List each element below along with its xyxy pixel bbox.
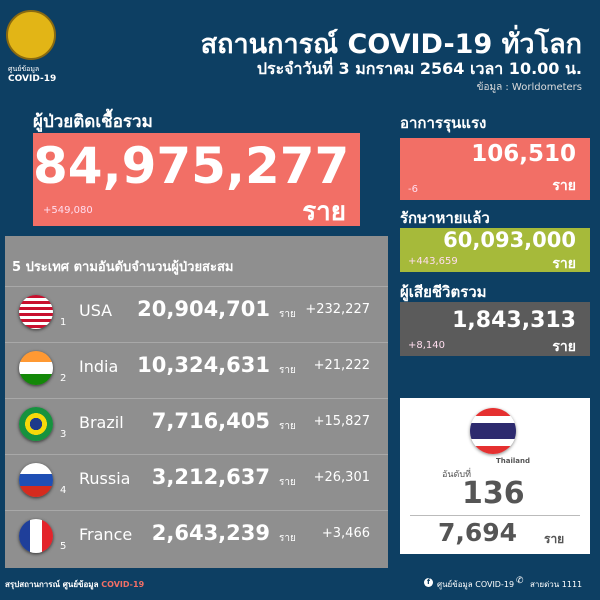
recovered-card: 60,093,000 +443,659 ราย xyxy=(400,228,590,272)
country-rank: 3 xyxy=(60,429,67,440)
country-unit: ราย xyxy=(279,365,296,376)
country-cases: 10,324,631 xyxy=(137,353,270,377)
divider xyxy=(410,515,580,516)
country-row: 4 Russia 3,212,637 ราย +26,301 xyxy=(5,454,388,506)
hotline: สายด่วน 1111 xyxy=(530,580,583,589)
page-title: สถานการณ์ COVID-19 ทั่วโลก xyxy=(200,29,582,60)
severe-unit: ราย xyxy=(552,178,576,194)
country-row: 3 Brazil 7,716,405 ราย +15,827 xyxy=(5,398,388,450)
recovered-delta: +443,659 xyxy=(408,256,458,267)
total-cases-card: 84,975,277 +549,080 ราย xyxy=(33,133,360,227)
country-row: 2 India 10,324,631 ราย +21,222 xyxy=(5,342,388,394)
total-unit: ราย xyxy=(302,197,346,227)
severe-label: อาการรุนแรง xyxy=(400,114,487,132)
country-row: 5 France 2,643,239 ราย +3,466 xyxy=(5,510,388,562)
footer-summary: สรุปสถานการณ์ ศูนย์ข้อมูล COVID-19 xyxy=(5,578,144,591)
thailand-unit: ราย xyxy=(544,532,565,546)
deaths-delta: +8,140 xyxy=(408,340,446,351)
thailand-flag-icon xyxy=(470,408,516,454)
country-unit: ราย xyxy=(279,309,296,320)
country-cases: 20,904,701 xyxy=(137,297,270,321)
total-label: ผู้ป่วยติดเชื้อรวม xyxy=(33,112,153,132)
country-name: USA xyxy=(79,301,113,320)
government-seal-logo xyxy=(6,10,56,60)
footer-highlight: COVID-19 xyxy=(101,580,145,589)
phone-icon: ✆ xyxy=(516,576,524,586)
brazil-flag-icon xyxy=(19,407,53,441)
france-flag-icon xyxy=(19,519,53,553)
country-delta: +232,227 xyxy=(305,302,370,317)
country-row: 1 USA 20,904,701 ราย +232,227 xyxy=(5,286,388,338)
country-unit: ราย xyxy=(279,421,296,432)
india-flag-icon xyxy=(19,351,53,385)
country-unit: ราย xyxy=(279,477,296,488)
country-delta: +3,466 xyxy=(321,526,370,541)
deaths-label: ผู้เสียชีวิตรวม xyxy=(400,283,487,301)
recovered-label: รักษาหายแล้ว xyxy=(400,209,490,227)
rank-label: อันดับที่ xyxy=(442,470,472,480)
seal-caption: ศูนย์ข้อมูล xyxy=(8,65,40,73)
deaths-value: 1,843,313 xyxy=(452,308,576,333)
country-cases: 2,643,239 xyxy=(151,521,270,545)
country-cases: 7,716,405 xyxy=(151,409,270,433)
top5-panel xyxy=(5,236,388,568)
severe-card: 106,510 -6 ราย xyxy=(400,138,590,200)
deaths-unit: ราย xyxy=(552,339,576,355)
country-delta: +21,222 xyxy=(313,358,370,373)
seal-subcaption: COVID-19 xyxy=(8,74,57,84)
country-unit: ราย xyxy=(279,533,296,544)
data-source: ข้อมูล : Worldometers xyxy=(476,82,582,93)
top5-title: 5 ประเทศ ตามอันดับจำนวนผู้ป่วยสะสม xyxy=(12,260,234,275)
country-delta: +26,301 xyxy=(313,470,370,485)
country-rank: 1 xyxy=(60,317,67,328)
thailand-card: Thailand อันดับที่ 136 7,694 ราย xyxy=(400,398,590,554)
severe-value: 106,510 xyxy=(471,141,576,167)
severe-delta: -6 xyxy=(408,184,418,195)
country-rank: 4 xyxy=(60,485,67,496)
recovered-value: 60,093,000 xyxy=(443,228,576,252)
country-rank: 5 xyxy=(60,541,67,552)
thailand-name: Thailand xyxy=(496,457,530,465)
footer-text: สรุปสถานการณ์ ศูนย์ข้อมูล xyxy=(5,580,99,589)
page-subtitle: ประจำวันที่ 3 มกราคม 2564 เวลา 10.00 น. xyxy=(256,59,582,78)
recovered-unit: ราย xyxy=(552,256,576,272)
country-rank: 2 xyxy=(60,373,67,384)
country-name: Russia xyxy=(79,469,131,488)
country-name: India xyxy=(79,357,119,376)
country-cases: 3,212,637 xyxy=(151,465,270,489)
country-name: France xyxy=(79,525,133,544)
country-name: Brazil xyxy=(79,413,124,432)
thailand-rank: 136 xyxy=(462,476,525,511)
usa-flag-icon xyxy=(19,295,53,329)
facebook-page[interactable]: ศูนย์ข้อมูล COVID-19 xyxy=(437,580,515,589)
total-delta: +549,080 xyxy=(43,205,93,216)
country-delta: +15,827 xyxy=(313,414,370,429)
russia-flag-icon xyxy=(19,463,53,497)
deaths-card: 1,843,313 +8,140 ราย xyxy=(400,302,590,356)
facebook-icon: f xyxy=(424,578,433,587)
total-value: 84,975,277 xyxy=(33,137,350,195)
thailand-cases: 7,694 xyxy=(438,518,518,547)
